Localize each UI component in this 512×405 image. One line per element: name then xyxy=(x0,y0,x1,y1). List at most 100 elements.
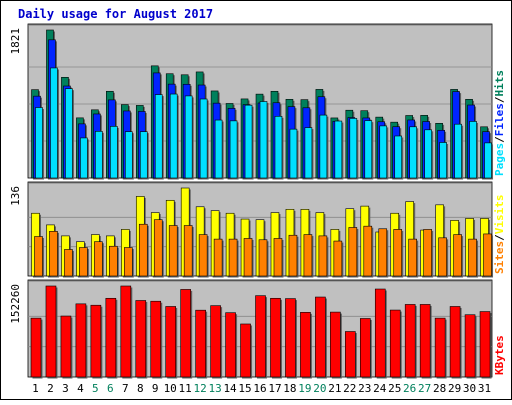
pages-bar xyxy=(379,125,388,179)
kbytes-bar xyxy=(330,311,341,378)
pages-bar xyxy=(199,98,208,179)
kbytes-bar xyxy=(434,317,446,378)
x-tick-label: 5 xyxy=(92,382,99,395)
pages-bar xyxy=(244,104,253,179)
x-tick-label: 4 xyxy=(77,382,84,395)
x-tick-label: 6 xyxy=(107,382,114,395)
kbytes-bar xyxy=(464,314,476,378)
legend-item-hits: Hits xyxy=(493,70,506,97)
x-axis-labels: 1 2 3 4 5 6 7 8 9 10 11 12 13 14 15 16 17 18 19 20 21 22 23 24 2… xyxy=(32,382,491,395)
sites-bar xyxy=(258,239,268,277)
legend-separator: / xyxy=(493,234,506,241)
sites-bar xyxy=(423,229,432,277)
sites-bar xyxy=(34,236,43,277)
pages-bar xyxy=(184,95,193,179)
x-tick-label: 20 xyxy=(313,382,326,395)
x-tick-label: 9 xyxy=(152,382,159,395)
bars xyxy=(30,285,492,379)
legend-item-files: Files xyxy=(493,103,506,136)
x-tick-label: 8 xyxy=(137,382,144,395)
sites-bar xyxy=(198,234,208,277)
sites-bar xyxy=(49,231,58,277)
panel-2: 136 Sites/Visits xyxy=(9,181,506,278)
sites-bar xyxy=(183,225,193,277)
pages-bar xyxy=(259,101,268,179)
x-tick-label: 24 xyxy=(373,382,387,395)
kbytes-bar xyxy=(150,300,162,378)
pages-bar xyxy=(50,67,58,179)
bars xyxy=(31,187,494,278)
pages-bar xyxy=(35,107,43,179)
x-tick-label: 10 xyxy=(164,382,177,395)
legend-separator: / xyxy=(493,96,506,103)
sites-bar xyxy=(243,238,253,277)
sites-bar xyxy=(408,238,417,277)
x-tick-label: 28 xyxy=(433,382,446,395)
legend-item-sites: Sites xyxy=(493,241,506,274)
x-tick-label: 2 xyxy=(47,382,54,395)
legend-item-pages: Pages xyxy=(493,143,506,176)
pages-bar xyxy=(169,93,178,179)
pages-bar xyxy=(349,118,358,179)
x-tick-label: 27 xyxy=(418,382,431,395)
sites-bar xyxy=(393,229,403,277)
sites-bar xyxy=(109,245,118,277)
pages-bar xyxy=(484,142,492,179)
x-tick-label: 16 xyxy=(253,382,266,395)
sites-bar xyxy=(124,247,133,277)
sites-bar xyxy=(438,237,447,277)
sites-bar xyxy=(79,247,88,277)
x-tick-label: 23 xyxy=(358,382,371,395)
pages-bar xyxy=(394,135,403,179)
x-tick-label: 21 xyxy=(328,382,341,395)
pages-bar xyxy=(364,120,373,179)
kbytes-bar xyxy=(180,289,191,378)
bars xyxy=(31,29,494,180)
x-tick-label: 31 xyxy=(478,382,491,395)
pages-bar xyxy=(110,126,118,179)
kbytes-bar xyxy=(449,306,461,378)
y-max-label: 152260 xyxy=(9,284,22,324)
x-tick-label: 7 xyxy=(122,382,129,395)
pages-bar xyxy=(65,88,73,179)
sites-bar xyxy=(318,235,328,277)
kbytes-bar xyxy=(90,304,102,378)
sites-bar xyxy=(378,228,388,277)
kbytes-bar xyxy=(300,312,311,378)
kbytes-bar xyxy=(45,285,57,378)
kbytes-bar xyxy=(255,295,266,378)
kbytes-bar xyxy=(345,331,356,378)
sites-bar xyxy=(288,234,298,277)
kbytes-bar xyxy=(270,297,281,378)
legend: Sites/Visits xyxy=(493,195,506,275)
kbytes-bar xyxy=(240,323,251,378)
kbytes-bar xyxy=(225,312,236,378)
pages-bar xyxy=(125,131,133,179)
pages-bar xyxy=(439,142,447,179)
sites-bar xyxy=(228,238,238,277)
x-tick-label: 18 xyxy=(283,382,296,395)
x-tick-label: 11 xyxy=(179,382,192,395)
kbytes-bar xyxy=(210,305,221,378)
pages-bar xyxy=(214,119,223,179)
sites-bar xyxy=(363,225,373,277)
sites-bar xyxy=(64,249,73,277)
kbytes-bar xyxy=(30,317,42,378)
x-tick-label: 19 xyxy=(298,382,311,395)
x-tick-label: 26 xyxy=(403,382,416,395)
x-tick-label: 17 xyxy=(268,382,281,395)
sites-bar xyxy=(348,227,358,277)
kbytes-bar xyxy=(195,309,206,378)
legend-separator: / xyxy=(493,136,506,143)
x-tick-label: 22 xyxy=(343,382,356,395)
sites-bar xyxy=(153,219,163,277)
sites-bar xyxy=(213,238,223,277)
legend-item-visits: Visits xyxy=(493,195,506,235)
pages-bar xyxy=(304,127,313,179)
pages-bar xyxy=(229,120,238,179)
pages-bar xyxy=(334,120,343,179)
pages-bar xyxy=(454,123,462,179)
